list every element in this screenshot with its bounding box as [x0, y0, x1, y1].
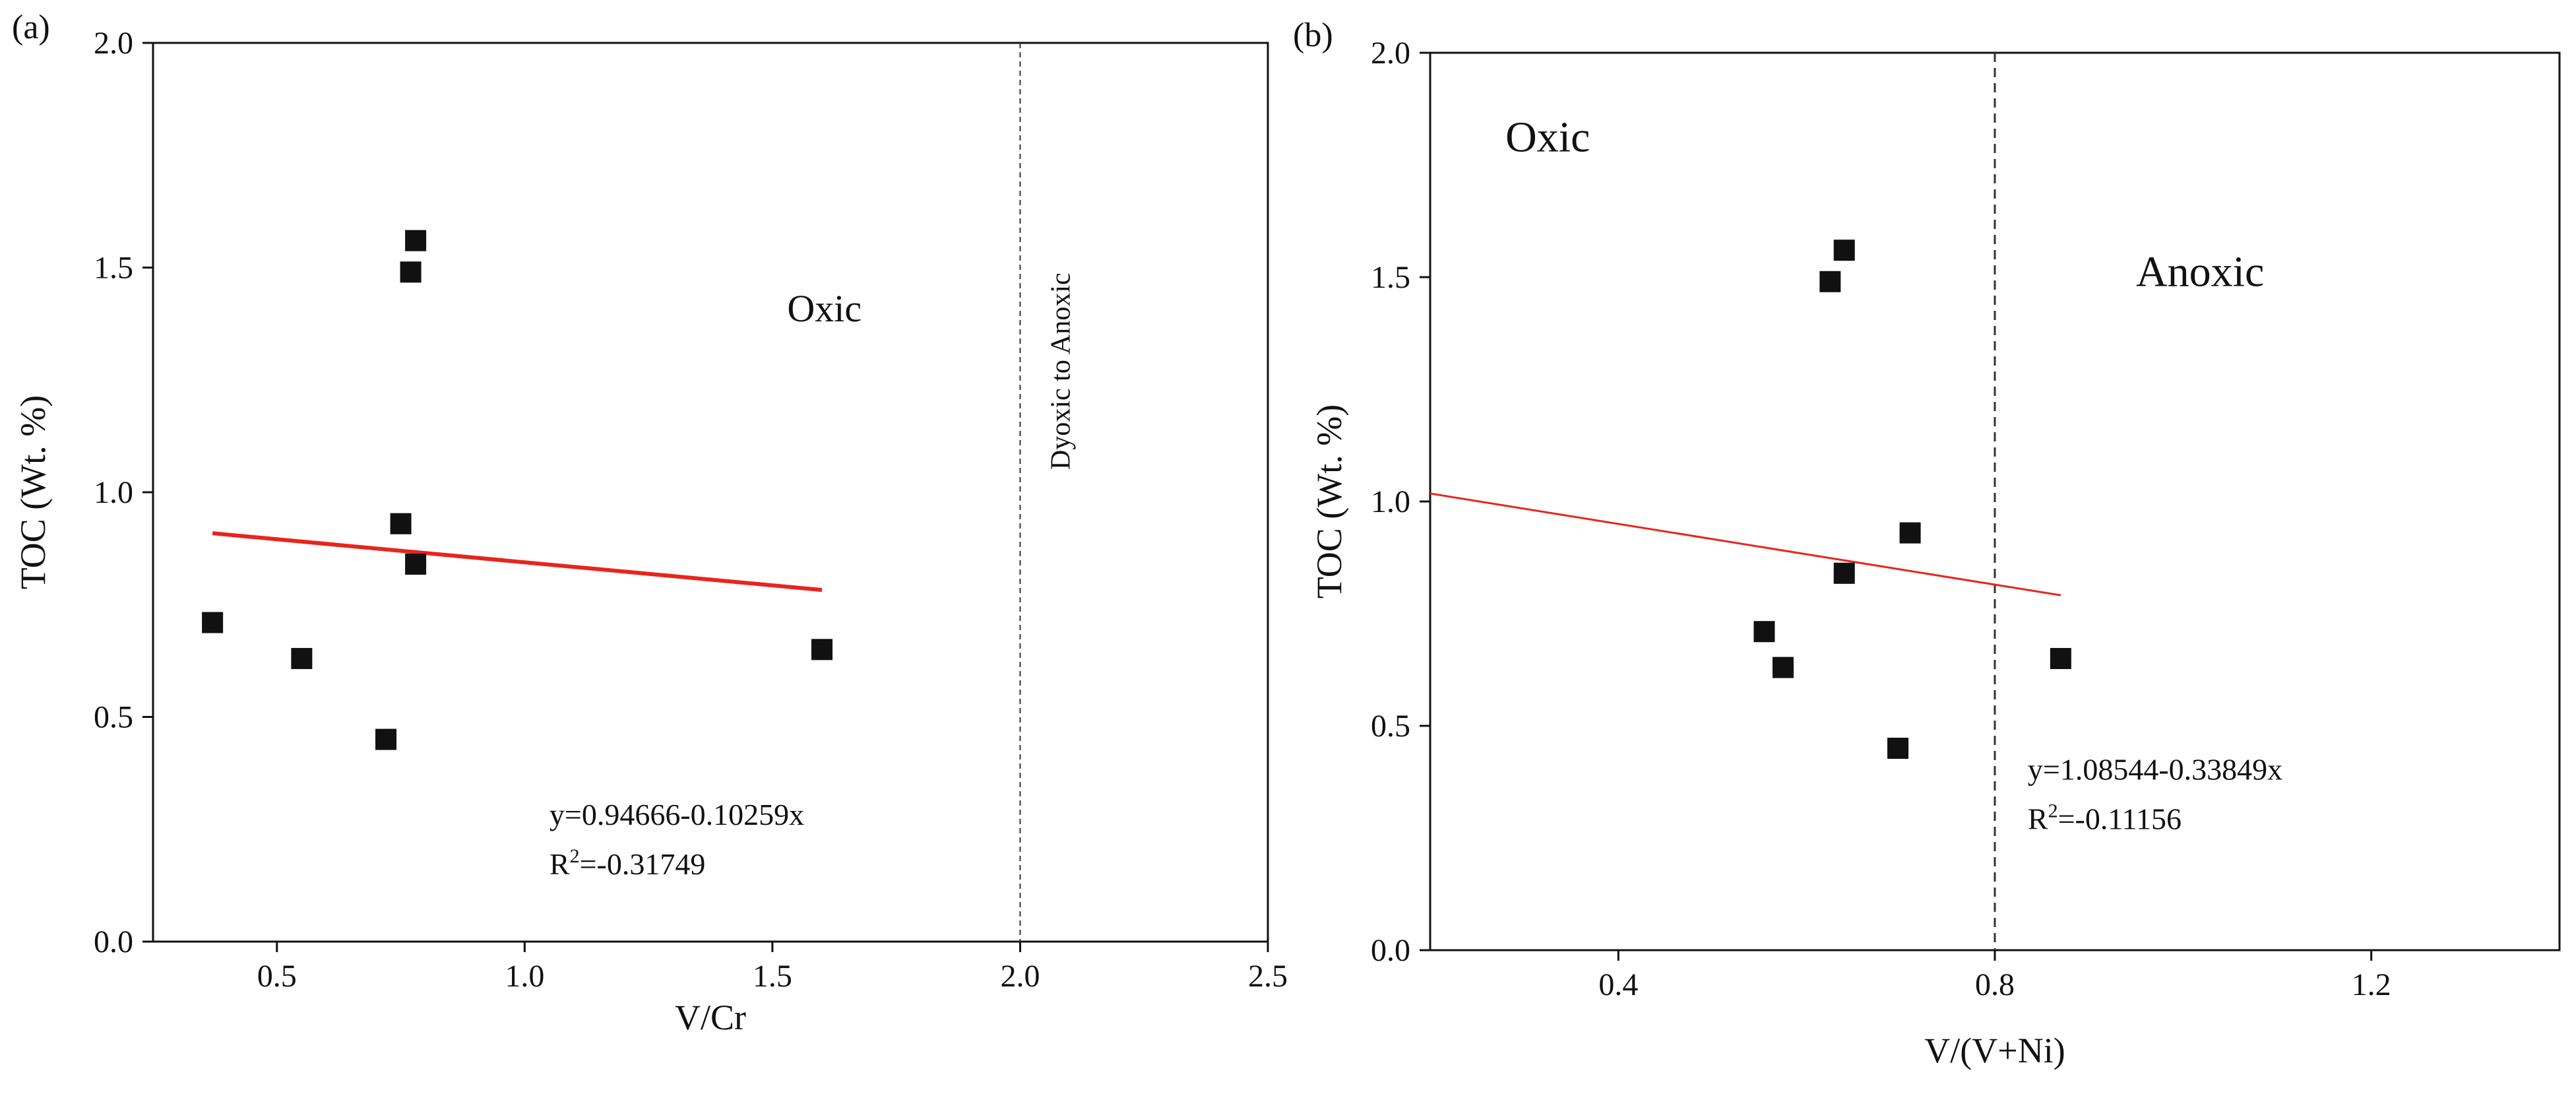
- r-squared-prefix: R: [2028, 802, 2048, 835]
- data-point: [390, 513, 412, 534]
- r-squared-value: =-0.11156: [2058, 802, 2182, 835]
- data-point: [811, 639, 832, 661]
- y-axis-label: TOC (Wt. %): [1309, 404, 1349, 598]
- data-point: [1753, 621, 1775, 643]
- data-point: [1899, 522, 1921, 544]
- x-tick-label: 2.0: [1000, 959, 1040, 994]
- region-label-dyoxic-to-anoxic: Dyoxic to Anoxic: [1046, 273, 1077, 470]
- regression-equation: y=1.08544-0.33849x: [2028, 753, 2282, 787]
- r-squared-superscript: 2: [570, 845, 580, 867]
- x-tick-label: 2.5: [1248, 959, 1288, 994]
- x-tick-label: 0.8: [1975, 967, 2015, 1002]
- data-point: [400, 261, 422, 283]
- x-tick-label: 0.5: [257, 959, 297, 994]
- y-tick-label: 0.0: [1371, 933, 1410, 968]
- y-tick-label: 1.5: [1371, 260, 1410, 295]
- y-tick-label: 0.5: [1371, 709, 1410, 744]
- chart-panel-b: (b) 0.4 0.8 1.2 0.0 0.5 1.0 1.5 2.0 V/(V+Ni) TOC (…: [1293, 16, 2561, 1070]
- data-point: [405, 230, 427, 251]
- x-axis-label: V/Cr: [675, 998, 746, 1037]
- y-tick-label: 1.0: [1371, 484, 1410, 519]
- panel-label: (b): [1293, 16, 1333, 54]
- y-tick-label: 0.0: [94, 924, 133, 959]
- data-point: [291, 647, 313, 669]
- r-squared-value: =-0.31749: [580, 847, 706, 881]
- region-label-oxic: Oxic: [787, 287, 862, 330]
- r-squared: R2=-0.11156: [2028, 800, 2182, 835]
- regression-line: [1429, 492, 2061, 596]
- x-tick-label: 1.5: [753, 959, 792, 994]
- data-point: [1887, 738, 1909, 759]
- data-point: [2050, 648, 2071, 669]
- region-label-anoxic: Anoxic: [2136, 248, 2264, 296]
- y-tick-label: 2.0: [1371, 36, 1410, 71]
- data-point: [375, 728, 397, 750]
- data-point: [1833, 240, 1855, 261]
- data-point: [1773, 657, 1794, 678]
- region-label-oxic: Oxic: [1505, 113, 1590, 162]
- y-tick-label: 1.0: [94, 475, 133, 510]
- data-point: [202, 612, 224, 633]
- data-point: [1833, 562, 1855, 584]
- x-tick-label: 0.4: [1598, 967, 1638, 1002]
- chart-panel-a: (a) 0.5 1.0 1.5 2.0 2.5 0.0 0.5 1.0 1.5 2.0 V/Cr TOC…: [12, 9, 1288, 1037]
- regression-line: [212, 531, 823, 593]
- x-tick-label: 1.0: [505, 959, 544, 994]
- x-tick-label: 1.2: [2352, 967, 2391, 1002]
- regression-equation: y=0.94666-0.10259x: [550, 798, 804, 831]
- y-tick-label: 0.5: [94, 700, 133, 735]
- r-squared: R2=-0.31749: [550, 845, 705, 881]
- data-point: [405, 553, 427, 575]
- y-tick-label: 2.0: [94, 26, 133, 61]
- data-point: [1819, 271, 1841, 292]
- panel-label: (a): [12, 9, 50, 46]
- r-squared-prefix: R: [550, 847, 570, 881]
- y-axis-label: TOC (Wt. %): [13, 395, 53, 589]
- r-squared-superscript: 2: [2048, 800, 2058, 822]
- x-axis-label: V/(V+Ni): [1924, 1031, 2065, 1070]
- y-tick-label: 1.5: [94, 251, 133, 286]
